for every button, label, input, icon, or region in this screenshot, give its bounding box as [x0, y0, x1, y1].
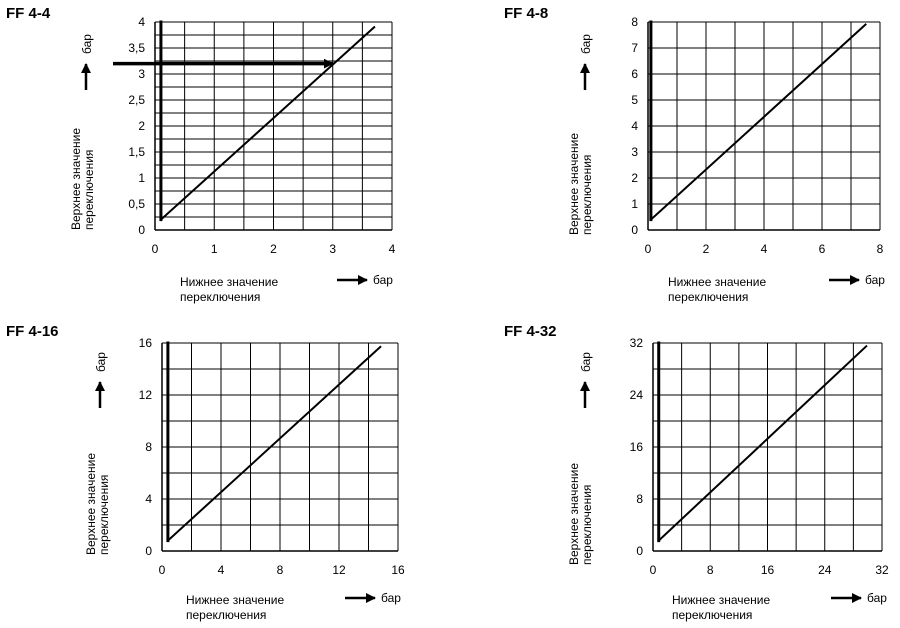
x-axis-label-line1: Нижнее значение — [672, 593, 771, 607]
x-tick-label: 3 — [329, 242, 336, 256]
y-axis-label-line1: Верхнее значение — [69, 128, 83, 230]
x-tick-label: 4 — [218, 563, 225, 577]
y-unit: бар — [579, 34, 593, 90]
y-tick-label: 16 — [139, 336, 153, 350]
y-tick-label: 0 — [631, 223, 638, 237]
x-tick-label: 32 — [875, 563, 889, 577]
x-axis-label-line1: Нижнее значение — [186, 593, 285, 607]
x-unit-label: бар — [865, 273, 885, 287]
y-axis-label-line1: Верхнее значение — [567, 463, 581, 565]
y-tick-label: 0 — [145, 544, 152, 558]
y-tick-label: 0 — [138, 223, 145, 237]
y-axis-label: Верхнее значение переключения — [567, 133, 594, 235]
y-axis-label: Верхнее значение переключения — [84, 453, 111, 555]
chart-title: FF 4-16 — [6, 323, 59, 340]
x-tick-label: 0 — [152, 242, 159, 256]
y-tick-label: 5 — [631, 93, 638, 107]
x-tick-label: 0 — [645, 242, 652, 256]
x-tick-label: 6 — [819, 242, 826, 256]
chart-0: FF 4-4 0 0,5 1 1,5 2 2,5 3 3,5 4 0 1 2 3 4 Верхнее знач… — [6, 5, 396, 304]
y-unit-label: бар — [579, 34, 593, 54]
y-axis-label-line2: переключения — [580, 485, 594, 565]
x-tick-label: 0 — [650, 563, 657, 577]
y-tick-label: 1,5 — [128, 145, 145, 159]
y-unit-label: бар — [80, 34, 94, 54]
grid — [652, 342, 883, 552]
y-tick-label: 4 — [631, 119, 638, 133]
series-switching-line — [649, 23, 867, 222]
x-tick-label: 2 — [703, 242, 710, 256]
x-unit-label: бар — [381, 591, 401, 605]
y-tick-label: 0,5 — [128, 197, 145, 211]
x-tick-label: 12 — [332, 563, 346, 577]
chart-title: FF 4-8 — [504, 5, 548, 22]
x-tick-label: 16 — [391, 563, 405, 577]
grid — [154, 21, 393, 231]
y-tick-label: 6 — [631, 67, 638, 81]
x-unit-label: бар — [373, 273, 393, 287]
y-tick-label: 2 — [138, 119, 145, 133]
grid — [161, 342, 399, 552]
y-tick-label: 3,5 — [128, 41, 145, 55]
y-tick-label: 24 — [630, 388, 644, 402]
series-switching-line — [657, 344, 868, 543]
y-tick-label: 7 — [631, 41, 638, 55]
y-tick-label: 0 — [636, 544, 643, 558]
x-tick-label: 4 — [389, 242, 396, 256]
x-tick-label: 8 — [707, 563, 714, 577]
y-tick-label: 8 — [145, 440, 152, 454]
grid — [647, 21, 881, 231]
y-tick-label: 3 — [631, 145, 638, 159]
y-unit: бар — [94, 352, 108, 408]
y-unit-label: бар — [579, 352, 593, 372]
y-tick-label: 1 — [631, 197, 638, 211]
series-switching-line — [166, 345, 382, 543]
x-tick-label: 2 — [270, 242, 277, 256]
x-axis-label-line2: переключения — [668, 290, 748, 304]
x-axis-label-line2: переключения — [180, 290, 260, 304]
series-switching-line — [159, 25, 376, 222]
y-unit: бар — [80, 34, 94, 90]
x-tick-label: 1 — [211, 242, 218, 256]
y-tick-label: 8 — [631, 15, 638, 29]
chart-title: FF 4-32 — [504, 323, 557, 340]
y-tick-label: 2 — [631, 171, 638, 185]
x-axis-label-line2: переключения — [672, 608, 752, 622]
y-axis-label-line2: переключения — [82, 150, 96, 230]
y-tick-label: 2,5 — [128, 93, 145, 107]
y-tick-label: 1 — [138, 171, 145, 185]
y-tick-label: 3 — [138, 67, 145, 81]
x-axis-label-line1: Нижнее значение — [180, 275, 279, 289]
x-tick-label: 4 — [761, 242, 768, 256]
x-tick-label: 16 — [761, 563, 775, 577]
x-tick-label: 24 — [818, 563, 832, 577]
y-axis-label-line2: переключения — [97, 475, 111, 555]
y-tick-label: 8 — [636, 492, 643, 506]
y-axis-label: Верхнее значение переключения — [567, 463, 594, 565]
y-axis-label-line1: Верхнее значение — [567, 133, 581, 235]
x-axis-label-line1: Нижнее значение — [668, 275, 767, 289]
y-axis-label-line1: Верхнее значение — [84, 453, 98, 555]
y-tick-label: 12 — [139, 388, 153, 402]
chart-title: FF 4-4 — [6, 5, 51, 22]
x-tick-label: 8 — [877, 242, 884, 256]
x-tick-label: 8 — [277, 563, 284, 577]
x-tick-label: 0 — [159, 563, 166, 577]
y-tick-label: 4 — [145, 492, 152, 506]
y-axis-label: Верхнее значение переключения — [69, 128, 96, 230]
y-unit: бар — [579, 352, 593, 408]
y-tick-label: 16 — [630, 440, 644, 454]
y-tick-label: 32 — [630, 336, 644, 350]
y-unit-label: бар — [94, 352, 108, 372]
y-axis-label-line2: переключения — [580, 155, 594, 235]
x-axis-label-line2: переключения — [186, 608, 266, 622]
y-tick-label: 4 — [138, 15, 145, 29]
x-unit-label: бар — [867, 591, 887, 605]
